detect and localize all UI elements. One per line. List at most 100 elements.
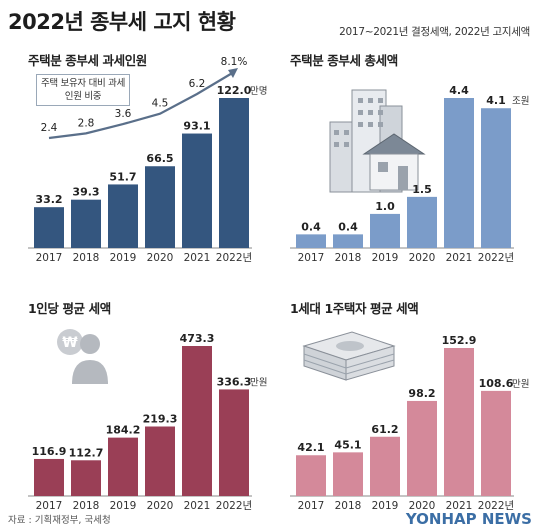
- panel-title-total-tax: 주택분 종부세 총세액: [290, 53, 398, 68]
- chart-avg-per-person: ₩ 116.9 2017 112.7 2018 184.2 2019 219.3 2020 47…: [28, 329, 267, 512]
- x-tick-label: 2018: [335, 252, 362, 264]
- bar: [333, 452, 363, 496]
- person-won-icon: ₩: [57, 329, 108, 384]
- ratio-line-arrowhead: [228, 68, 238, 78]
- x-tick-label: 2019: [372, 500, 399, 512]
- ratio-legend: 주택 보유자 대비 과세인원 비중: [36, 74, 130, 106]
- panel-title-avg-single-home: 1세대 1주택자 평균 세액: [290, 301, 419, 316]
- bar-value-label: 219.3: [143, 412, 178, 425]
- x-tick-label: 2017: [36, 252, 63, 264]
- chart-avg-single-home: 42.1 2017 45.1 2018 61.2 2019 98.2 2020 152.9 202…: [290, 331, 529, 512]
- unit-label: 만명: [250, 86, 267, 97]
- x-tick-label: 2022년: [478, 252, 514, 264]
- x-tick-label: 2022년: [478, 500, 514, 512]
- bar-value-label: 93.1: [183, 120, 210, 133]
- yonhap-logo: YONHAP NEWS: [405, 510, 532, 528]
- bar-value-label: 336.3: [217, 375, 252, 388]
- bar: [296, 455, 326, 496]
- bar: [481, 108, 511, 249]
- x-tick-label: 2017: [298, 500, 325, 512]
- x-tick-label: 2021: [184, 500, 211, 512]
- ratio-point-label: 2.8: [78, 117, 95, 129]
- bar: [71, 199, 101, 248]
- bar-value-label: 116.9: [32, 445, 67, 458]
- bar: [145, 166, 175, 248]
- panel-title-avg-per-person: 1인당 평균 세액: [28, 301, 111, 316]
- bar-value-label: 112.7: [69, 446, 104, 459]
- chart-total-tax: 0.4 2017 0.4 2018 1.0 2019 1.5 2020 4.4 2021 4.1 조원…: [290, 84, 529, 264]
- x-tick-label: 2019: [110, 252, 137, 264]
- x-tick-label: 2021: [446, 500, 473, 512]
- bar-value-label: 42.1: [297, 441, 324, 454]
- bar: [296, 234, 326, 248]
- ratio-point-label: 6.2: [189, 78, 206, 90]
- money-stack-illustration: [302, 331, 396, 381]
- bar-value-label: 108.6: [479, 377, 514, 390]
- bar: [333, 234, 363, 248]
- bar-value-label: 184.2: [106, 424, 141, 437]
- x-tick-label: 2018: [335, 500, 362, 512]
- x-tick-label: 2022년: [216, 500, 252, 512]
- ratio-point-label: 4.5: [152, 98, 169, 110]
- ratio-line: [48, 71, 235, 140]
- x-tick-label: 2022년: [216, 252, 252, 264]
- bar-value-label: 1.0: [375, 200, 395, 213]
- bar: [182, 133, 212, 248]
- x-tick-label: 2019: [110, 500, 137, 512]
- bar-value-label: 473.3: [180, 332, 215, 345]
- ratio-point-label: 8.1%: [221, 56, 248, 68]
- bar-value-label: 39.3: [72, 186, 99, 199]
- x-tick-label: 2021: [446, 252, 473, 264]
- x-tick-label: 2019: [372, 252, 399, 264]
- page-title: 2022년 종부세 고지 현황: [8, 10, 236, 34]
- panel-avg-per-person: 1인당 평균 세액 ₩ 116.9 2017 112.7 2018 184.2 2019 2…: [28, 298, 278, 512]
- bar: [34, 207, 64, 248]
- x-tick-label: 2018: [73, 500, 100, 512]
- x-tick-label: 2020: [409, 252, 436, 264]
- bar-value-label: 4.4: [449, 84, 469, 97]
- bar-value-label: 1.5: [412, 183, 432, 196]
- bar-value-label: 33.2: [35, 193, 62, 206]
- bar-value-label: 45.1: [334, 438, 361, 451]
- panel-avg-single-home: 1세대 1주택자 평균 세액 42.1 2017 45.1 2018 61.2 2019 9…: [290, 298, 540, 512]
- bar: [407, 400, 437, 496]
- svg-text:₩: ₩: [62, 335, 78, 351]
- panel-total-tax: 주택분 종부세 총세액 0.4 2017 0.4 2018 1.0 2019 1.5 2020…: [290, 50, 540, 264]
- x-tick-label: 2020: [147, 500, 174, 512]
- bar-value-label: 66.5: [146, 152, 173, 165]
- x-tick-label: 2018: [73, 252, 100, 264]
- unit-label: 만원: [250, 377, 267, 388]
- bar: [108, 437, 138, 496]
- x-tick-label: 2021: [184, 252, 211, 264]
- x-tick-label: 2020: [409, 500, 436, 512]
- bar: [71, 460, 101, 496]
- bar: [444, 348, 474, 496]
- bar: [219, 98, 249, 248]
- bar-value-label: 98.2: [408, 387, 435, 400]
- ratio-point-label: 2.4: [41, 122, 58, 134]
- bar: [182, 346, 212, 496]
- bar-value-label: 0.4: [301, 220, 321, 233]
- bar-value-label: 152.9: [442, 334, 477, 347]
- bar: [108, 184, 138, 248]
- ratio-point-label: 3.6: [115, 108, 132, 120]
- x-tick-label: 2020: [147, 252, 174, 264]
- bar: [481, 390, 511, 496]
- unit-label: 조원: [512, 96, 529, 107]
- unit-label: 만원: [512, 379, 529, 390]
- data-note: 2017~2021년 결정세액, 2022년 고지세액: [339, 26, 530, 38]
- bar: [370, 213, 400, 248]
- bar-value-label: 61.2: [371, 423, 398, 436]
- bar-value-label: 122.0: [217, 84, 252, 97]
- panel-taxpayers: 주택분 종부세 과세인원 33.2 2017 39.3 2018 51.7 2019 66.…: [28, 50, 278, 264]
- bar: [219, 389, 249, 496]
- bar: [370, 436, 400, 496]
- bar-value-label: 4.1: [486, 94, 506, 107]
- bar-value-label: 51.7: [109, 170, 136, 183]
- chart-taxpayers: 33.2 2017 39.3 2018 51.7 2019 66.5 2020 93.1 2021…: [28, 56, 267, 264]
- bar: [34, 458, 64, 496]
- x-tick-label: 2017: [36, 500, 63, 512]
- bar: [444, 98, 474, 248]
- bar: [145, 426, 175, 496]
- buildings-illustration: [329, 89, 426, 193]
